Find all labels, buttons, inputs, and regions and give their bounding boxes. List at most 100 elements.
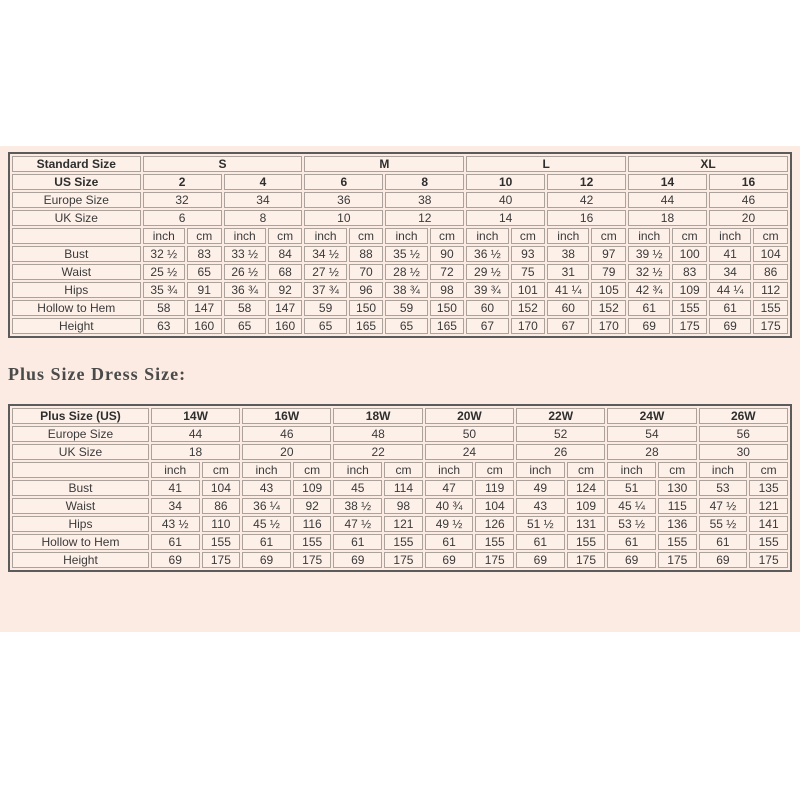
value-cell: 31 [547,264,590,280]
value-cell: 40 [466,192,546,208]
value-cell: 97 [591,246,627,262]
value-cell: 27 ½ [304,264,347,280]
header-cell: 22W [516,408,606,424]
value-cell: 61 [698,534,748,550]
value-cell: 45 ½ [242,516,291,532]
value-cell: cm [267,228,303,244]
value-cell: 47 ½ [333,516,383,532]
value-cell: 26 [516,444,606,460]
value-cell: 104 [475,498,515,514]
value-cell: 60 [547,300,590,316]
value-cell: 38 ½ [333,498,383,514]
value-cell: cm [566,462,606,478]
value-cell: 155 [749,534,788,550]
header-cell: 8 [385,174,465,190]
value-cell: 69 [424,552,474,568]
table-row: Hips 43 ½ 110 45 ½ 116 47 ½ 121 49 ½ 126 51 ½ 131 5… [12,516,788,532]
header-cell: 6 [304,174,384,190]
row-label: Waist [12,264,141,280]
value-cell: inch [150,462,200,478]
value-cell: 56 [698,426,788,442]
header-cell: 16 [708,174,788,190]
value-cell: 6 [142,210,222,226]
value-cell: 43 [242,480,291,496]
header-cell: 10 [466,174,546,190]
row-label [12,462,149,478]
value-cell: 32 [142,192,222,208]
value-cell: 51 [607,480,656,496]
value-cell: 69 [516,552,565,568]
header-cell: XL [628,156,788,172]
value-cell: 30 [698,444,788,460]
value-cell: 41 ¼ [547,282,590,298]
value-cell: 91 [186,282,222,298]
row-label: Hollow to Hem [12,300,141,316]
value-cell: 65 [304,318,347,334]
value-cell: 61 [242,534,291,550]
value-cell: 48 [333,426,423,442]
value-cell: 14 [466,210,546,226]
value-cell: 175 [749,552,788,568]
value-cell: 69 [150,552,200,568]
value-cell: 45 [333,480,383,496]
value-cell: 47 ½ [698,498,748,514]
table-row: Bust 32 ½ 83 33 ½ 84 34 ½ 88 35 ½ 90 36 ½ 93 38 97 39… [12,246,788,262]
value-cell: cm [749,462,788,478]
value-cell: 147 [267,300,303,316]
value-cell: cm [510,228,546,244]
value-cell: 175 [201,552,241,568]
value-cell: 67 [547,318,590,334]
value-cell: 124 [566,480,606,496]
table-row: UK Size 18 20 22 24 26 28 30 [12,444,788,460]
value-cell: 29 ½ [466,264,509,280]
value-cell: 152 [510,300,546,316]
value-cell: 55 ½ [698,516,748,532]
value-cell: inch [708,228,752,244]
row-label: Europe Size [12,426,149,442]
value-cell: 115 [657,498,697,514]
value-cell: cm [348,228,384,244]
row-label: Hips [12,282,141,298]
value-cell: 155 [475,534,515,550]
value-cell: 100 [672,246,707,262]
header-cell: 14 [628,174,707,190]
header-cell: 20W [424,408,515,424]
value-cell: 104 [753,246,788,262]
value-cell: 61 [150,534,200,550]
row-label: Height [12,552,149,568]
value-cell: inch [466,228,509,244]
value-cell: 32 ½ [142,246,185,262]
value-cell: 160 [186,318,222,334]
header-cell: S [142,156,303,172]
value-cell: 90 [429,246,465,262]
table-row: Europe Size 44 46 48 50 52 54 56 [12,426,788,442]
value-cell: 53 [698,480,748,496]
value-cell: 69 [628,318,671,334]
row-label: Plus Size (US) [12,408,149,424]
header-cell: M [304,156,465,172]
header-cell: 26W [698,408,788,424]
value-cell: 65 [385,318,428,334]
value-cell: 61 [607,534,656,550]
value-cell: 88 [348,246,384,262]
value-cell: 121 [749,498,788,514]
value-cell: cm [672,228,707,244]
size-chart-panel: Standard Size S M L XL US Size 2 4 6 8 10 12 14 16 Eur… [0,146,800,632]
value-cell: 44 [628,192,707,208]
value-cell: 38 [547,246,590,262]
value-cell: 28 ½ [385,264,428,280]
value-cell: inch [333,462,383,478]
value-cell: 155 [292,534,332,550]
value-cell: inch [628,228,671,244]
row-label: Bust [12,480,149,496]
value-cell: 165 [348,318,384,334]
value-cell: 165 [429,318,465,334]
value-cell: 101 [510,282,546,298]
value-cell: 98 [429,282,465,298]
value-cell: 152 [591,300,627,316]
value-cell: 59 [304,300,347,316]
value-cell: 109 [566,498,606,514]
value-cell: inch [242,462,291,478]
value-cell: 98 [384,498,423,514]
value-cell: 116 [292,516,332,532]
